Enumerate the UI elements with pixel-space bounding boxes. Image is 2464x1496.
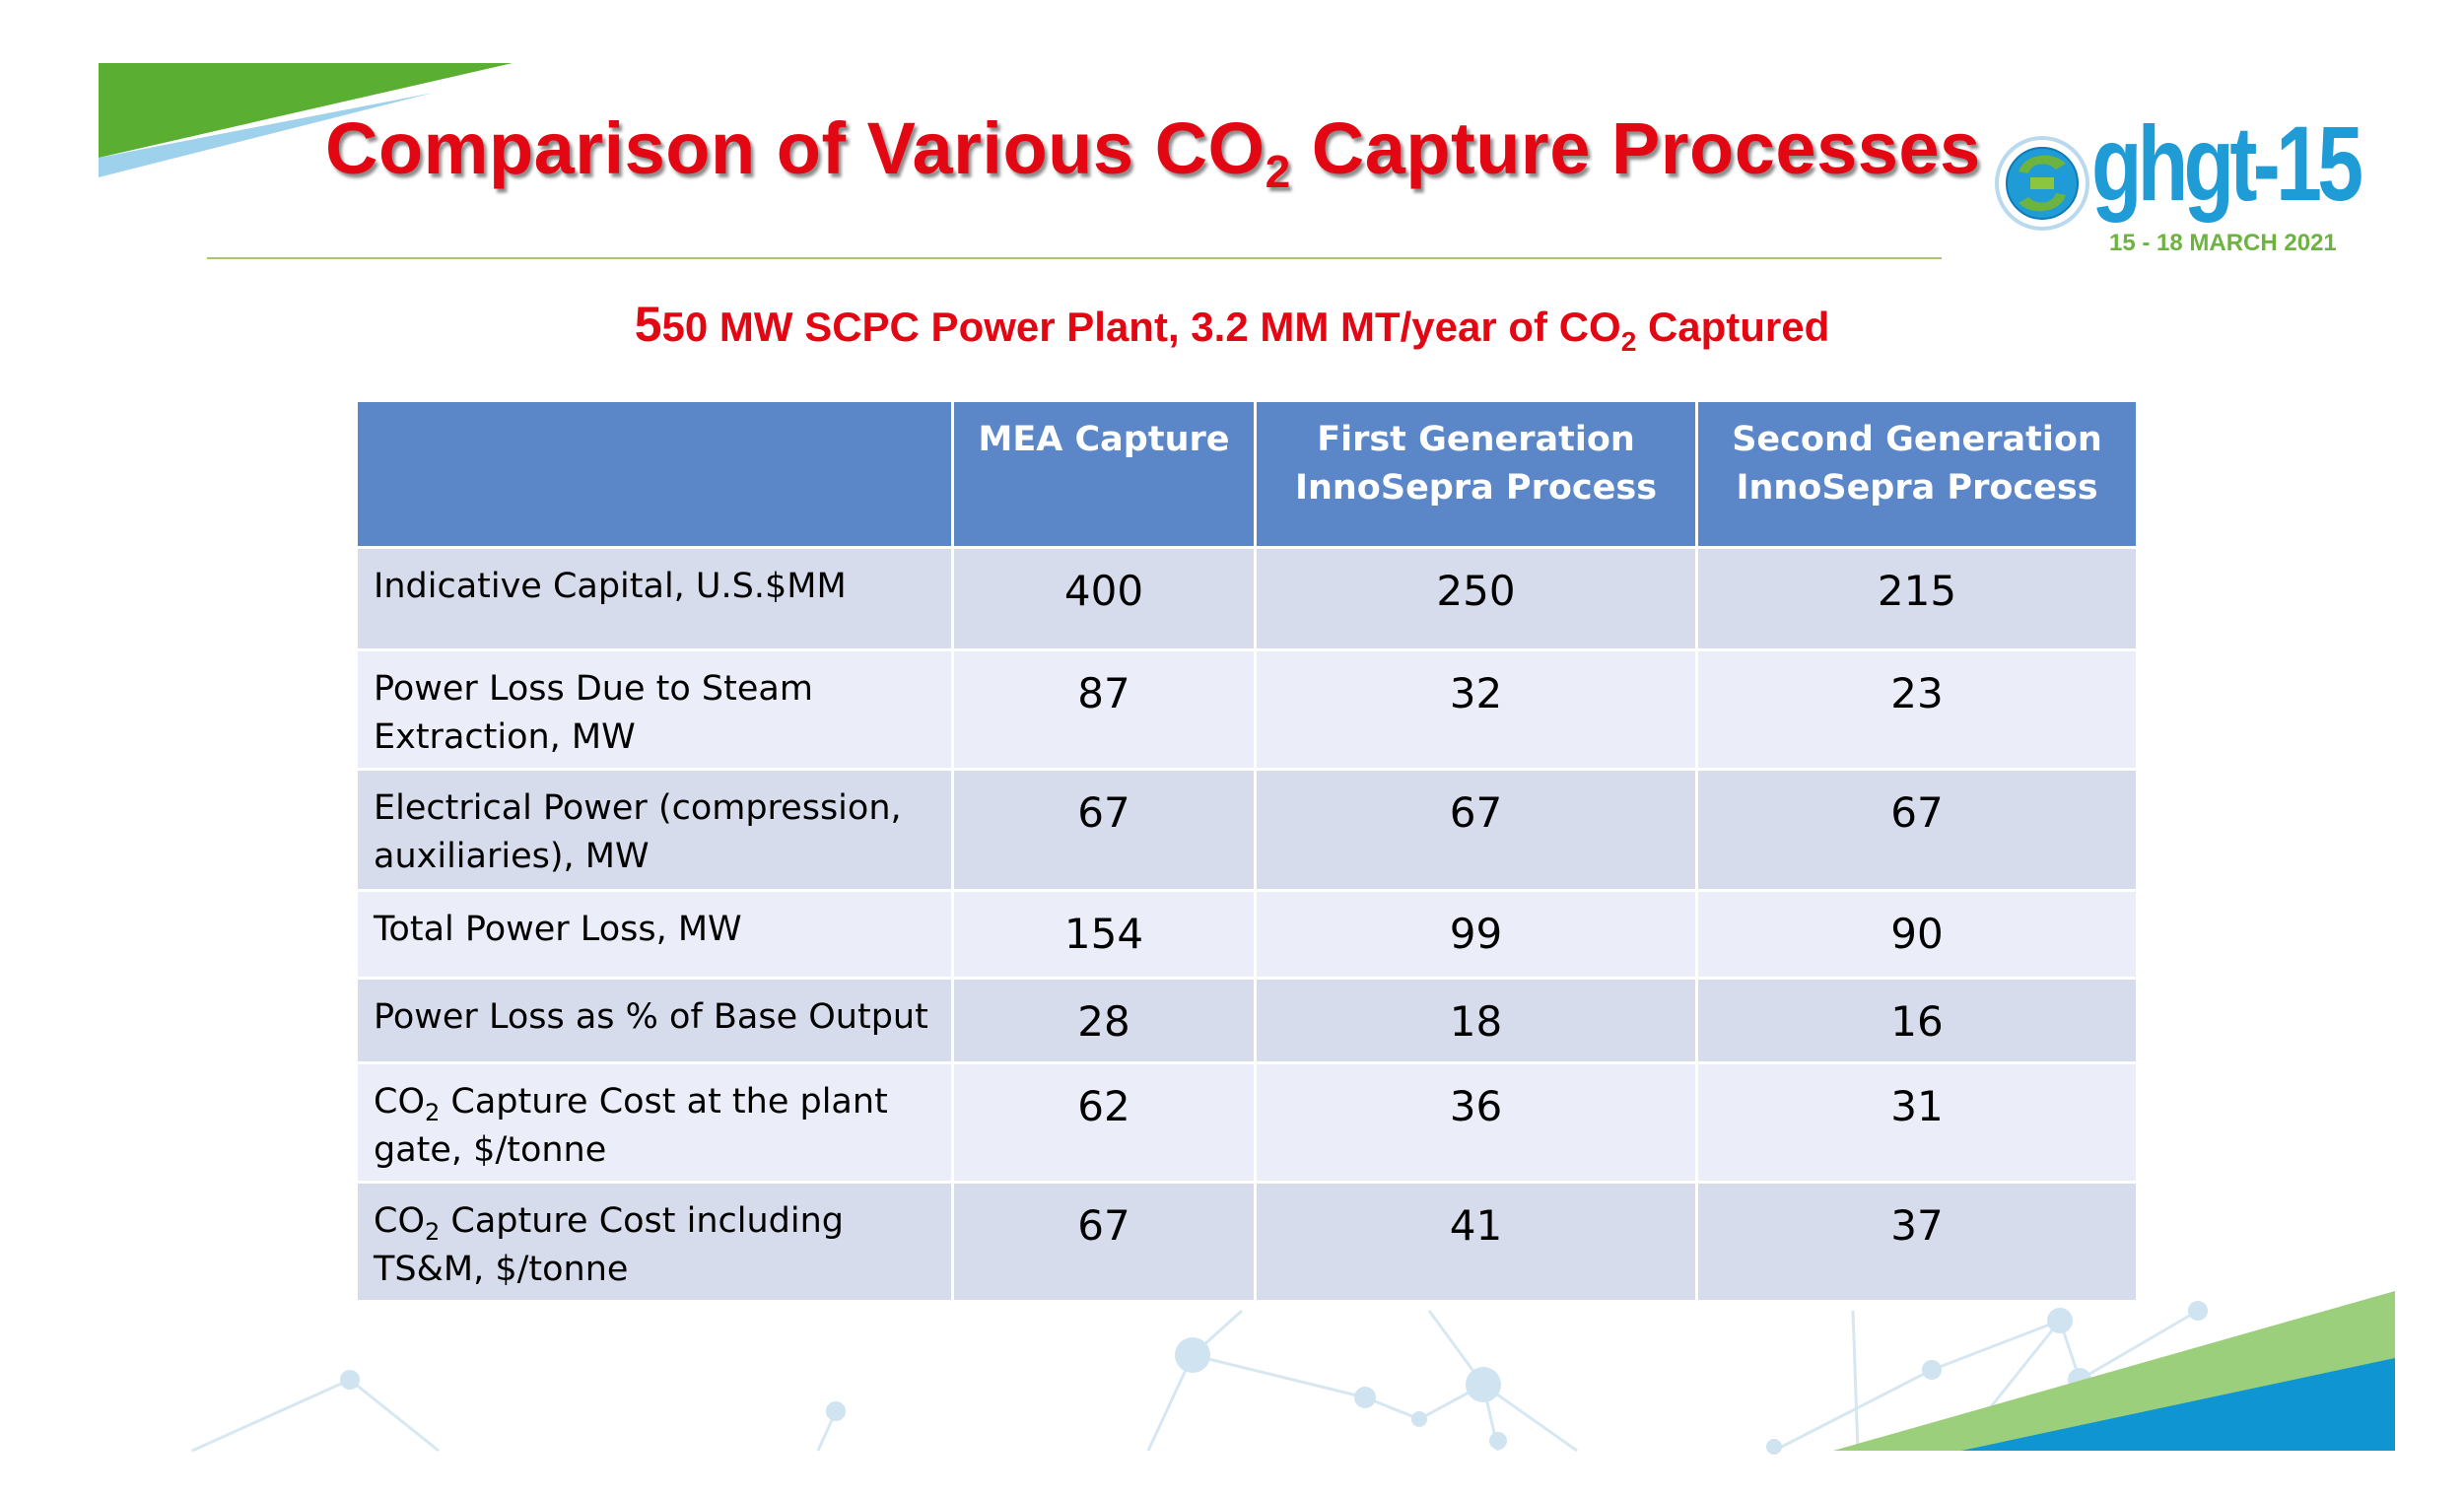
table-row: CO2 Capture Cost including TS&M, $/tonne …	[355, 1181, 2139, 1303]
row-label-line: TS&M, $/tonne	[374, 1250, 629, 1289]
row-label-line: gate, $/tonne	[374, 1130, 607, 1170]
header-first-gen-line1: First Generation	[1317, 420, 1635, 459]
row-label: CO2 Capture Cost including TS&M, $/tonne	[355, 1181, 954, 1303]
row-label-line: Electrical Power (compression,	[374, 788, 902, 828]
cell-first-gen: 250	[1254, 546, 1698, 651]
cell-first-gen: 18	[1254, 977, 1698, 1064]
network-graphic	[191, 1309, 2199, 1453]
top-left-green-wedge	[99, 63, 513, 158]
table-row: CO2 Capture Cost at the plant gate, $/ton…	[355, 1061, 2139, 1184]
subtitle-lead-digit: 5	[634, 297, 662, 352]
co2-subscript: 2	[425, 1099, 441, 1126]
bottom-right-blue-wedge	[1961, 1358, 2395, 1451]
cell-mea: 67	[951, 1181, 1257, 1303]
cell-mea: 62	[951, 1061, 1257, 1184]
cell-second-gen: 31	[1695, 1061, 2139, 1184]
title-divider	[207, 257, 1942, 259]
row-label-line: auxiliaries), MW	[374, 837, 650, 876]
top-left-blue-wedge	[99, 93, 434, 177]
table-row: Indicative Capital, U.S.$MM 400 250 215	[355, 546, 2139, 651]
row-label-line: CO2 Capture Cost at the plant	[374, 1078, 941, 1126]
cell-first-gen: 99	[1254, 889, 1698, 980]
row-label-text: Capture Cost at the plant	[440, 1082, 888, 1122]
row-label-line: Power Loss Due to Steam	[374, 669, 813, 709]
comparison-table: MEA Capture First Generation InnoSepra Pr…	[355, 399, 2139, 1303]
subtitle-subscript: 2	[1620, 326, 1637, 357]
table-header-row: MEA Capture First Generation InnoSepra Pr…	[355, 399, 2139, 549]
cell-mea: 154	[951, 889, 1257, 980]
cell-second-gen: 215	[1695, 546, 2139, 651]
cell-second-gen: 90	[1695, 889, 2139, 980]
row-label: Indicative Capital, U.S.$MM	[355, 546, 954, 651]
row-label: Electrical Power (compression, auxiliarie…	[355, 768, 954, 892]
header-first-gen-line2: InnoSepra Process	[1294, 468, 1658, 508]
row-label-line: Indicative Capital, U.S.$MM	[374, 567, 847, 606]
title-text-post: Capture Processes	[1290, 107, 1981, 189]
row-label-line: Extraction, MW	[374, 717, 636, 757]
logo-date: 15 - 18 MARCH 2021	[2109, 230, 2337, 256]
header-cell-mea: MEA Capture	[951, 399, 1257, 549]
header-second-gen-line2: InnoSepra Process	[1736, 468, 2098, 508]
title-subscript: 2	[1265, 146, 1291, 197]
row-label-line: Total Power Loss, MW	[374, 910, 742, 949]
cell-first-gen: 36	[1254, 1061, 1698, 1184]
cell-mea: 67	[951, 768, 1257, 892]
header-cell-first-gen: First Generation InnoSepra Process	[1254, 399, 1698, 549]
cell-mea: 87	[951, 648, 1257, 771]
cell-first-gen: 67	[1254, 768, 1698, 892]
row-label: Total Power Loss, MW	[355, 889, 954, 980]
cell-second-gen: 23	[1695, 648, 2139, 771]
cell-second-gen: 16	[1695, 977, 2139, 1064]
row-label-line: CO2 Capture Cost including	[374, 1197, 941, 1246]
co2-text: CO	[374, 1201, 425, 1241]
logo-wordmark: ghgt-15	[2091, 103, 2363, 223]
subtitle-text-pre: 50 MW SCPC Power Plant, 3.2 MM MT/year o…	[661, 304, 1621, 350]
cell-mea: 28	[951, 977, 1257, 1064]
table-row: Electrical Power (compression, auxiliarie…	[355, 768, 2139, 892]
cell-second-gen: 67	[1695, 768, 2139, 892]
co2-text: CO	[374, 1082, 425, 1122]
title-text-pre: Comparison of Various CO	[325, 107, 1266, 189]
co2-subscript: 2	[425, 1218, 441, 1246]
row-label-line: Power Loss as % of Base Output	[374, 997, 928, 1037]
cell-mea: 400	[951, 546, 1257, 651]
slide-subtitle: 550 MW SCPC Power Plant, 3.2 MM MT/year …	[0, 296, 2464, 356]
globe-logo-icon	[1995, 136, 2089, 231]
table-row: Power Loss Due to Steam Extraction, MW 87…	[355, 648, 2139, 771]
cell-first-gen: 32	[1254, 648, 1698, 771]
row-label: Power Loss Due to Steam Extraction, MW	[355, 648, 954, 771]
row-label-text: Capture Cost including	[440, 1201, 845, 1241]
header-cell-second-gen: Second Generation InnoSepra Process	[1695, 399, 2139, 549]
header-second-gen-line1: Second Generation	[1732, 420, 2102, 459]
row-label: CO2 Capture Cost at the plant gate, $/ton…	[355, 1061, 954, 1184]
cell-first-gen: 41	[1254, 1181, 1698, 1303]
subtitle-text-post: Captured	[1636, 304, 1830, 350]
slide-title: Comparison of Various CO2 Capture Proces…	[325, 106, 1981, 194]
header-cell-blank	[355, 399, 954, 549]
network-nodes	[340, 1301, 2208, 1455]
row-label: Power Loss as % of Base Output	[355, 977, 954, 1064]
table-row: Power Loss as % of Base Output 28 18 16	[355, 977, 2139, 1064]
table-row: Total Power Loss, MW 154 99 90	[355, 889, 2139, 980]
header-mea-line1: MEA Capture	[978, 420, 1230, 459]
cell-second-gen: 37	[1695, 1181, 2139, 1303]
